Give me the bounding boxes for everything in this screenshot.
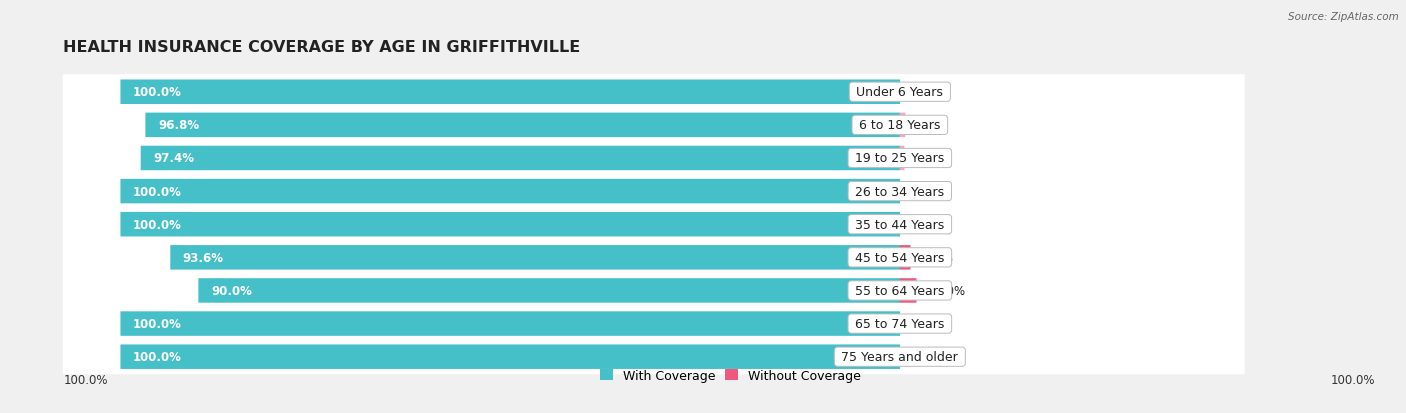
FancyBboxPatch shape [63,306,1244,341]
FancyBboxPatch shape [900,245,911,270]
Text: 55 to 64 Years: 55 to 64 Years [851,284,949,297]
Text: 6 to 18 Years: 6 to 18 Years [855,119,945,132]
Text: 0.0%: 0.0% [912,185,942,198]
Text: 2.6%: 2.6% [917,152,946,165]
Text: 96.8%: 96.8% [157,119,200,132]
Text: 100.0%: 100.0% [134,317,181,330]
FancyBboxPatch shape [170,245,900,270]
FancyBboxPatch shape [121,311,900,336]
Text: 75 Years and older: 75 Years and older [838,350,962,363]
FancyBboxPatch shape [63,174,1244,209]
FancyBboxPatch shape [900,113,905,138]
FancyBboxPatch shape [145,113,900,138]
FancyBboxPatch shape [63,207,1244,242]
FancyBboxPatch shape [121,80,900,105]
Text: 0.0%: 0.0% [912,317,942,330]
Text: 35 to 44 Years: 35 to 44 Years [851,218,949,231]
FancyBboxPatch shape [63,240,1244,275]
FancyBboxPatch shape [121,344,900,369]
Legend: With Coverage, Without Coverage: With Coverage, Without Coverage [595,364,866,387]
Text: 45 to 54 Years: 45 to 54 Years [851,251,949,264]
FancyBboxPatch shape [63,339,1244,374]
FancyBboxPatch shape [121,212,900,237]
FancyBboxPatch shape [900,278,917,303]
FancyBboxPatch shape [63,75,1244,110]
Text: Source: ZipAtlas.com: Source: ZipAtlas.com [1288,12,1399,22]
FancyBboxPatch shape [198,278,900,303]
Text: 19 to 25 Years: 19 to 25 Years [851,152,949,165]
Text: 6.4%: 6.4% [922,251,952,264]
Text: Under 6 Years: Under 6 Years [852,86,948,99]
Text: 0.0%: 0.0% [912,86,942,99]
FancyBboxPatch shape [141,146,900,171]
FancyBboxPatch shape [121,179,900,204]
Text: 90.0%: 90.0% [211,284,252,297]
Text: 0.0%: 0.0% [912,350,942,363]
Text: 100.0%: 100.0% [134,86,181,99]
Text: 3.2%: 3.2% [917,119,948,132]
FancyBboxPatch shape [63,108,1244,143]
Text: 10.0%: 10.0% [928,284,966,297]
Text: 100.0%: 100.0% [134,218,181,231]
Text: 97.4%: 97.4% [153,152,194,165]
Text: 100.0%: 100.0% [134,350,181,363]
Text: 26 to 34 Years: 26 to 34 Years [851,185,949,198]
Text: 93.6%: 93.6% [183,251,224,264]
Text: 100.0%: 100.0% [63,373,108,387]
Text: 0.0%: 0.0% [912,218,942,231]
Text: 100.0%: 100.0% [1331,373,1375,387]
Text: 65 to 74 Years: 65 to 74 Years [851,317,949,330]
Text: 100.0%: 100.0% [134,185,181,198]
FancyBboxPatch shape [63,141,1244,176]
Text: HEALTH INSURANCE COVERAGE BY AGE IN GRIFFITHVILLE: HEALTH INSURANCE COVERAGE BY AGE IN GRIF… [63,40,581,55]
FancyBboxPatch shape [900,146,904,171]
FancyBboxPatch shape [63,273,1244,308]
